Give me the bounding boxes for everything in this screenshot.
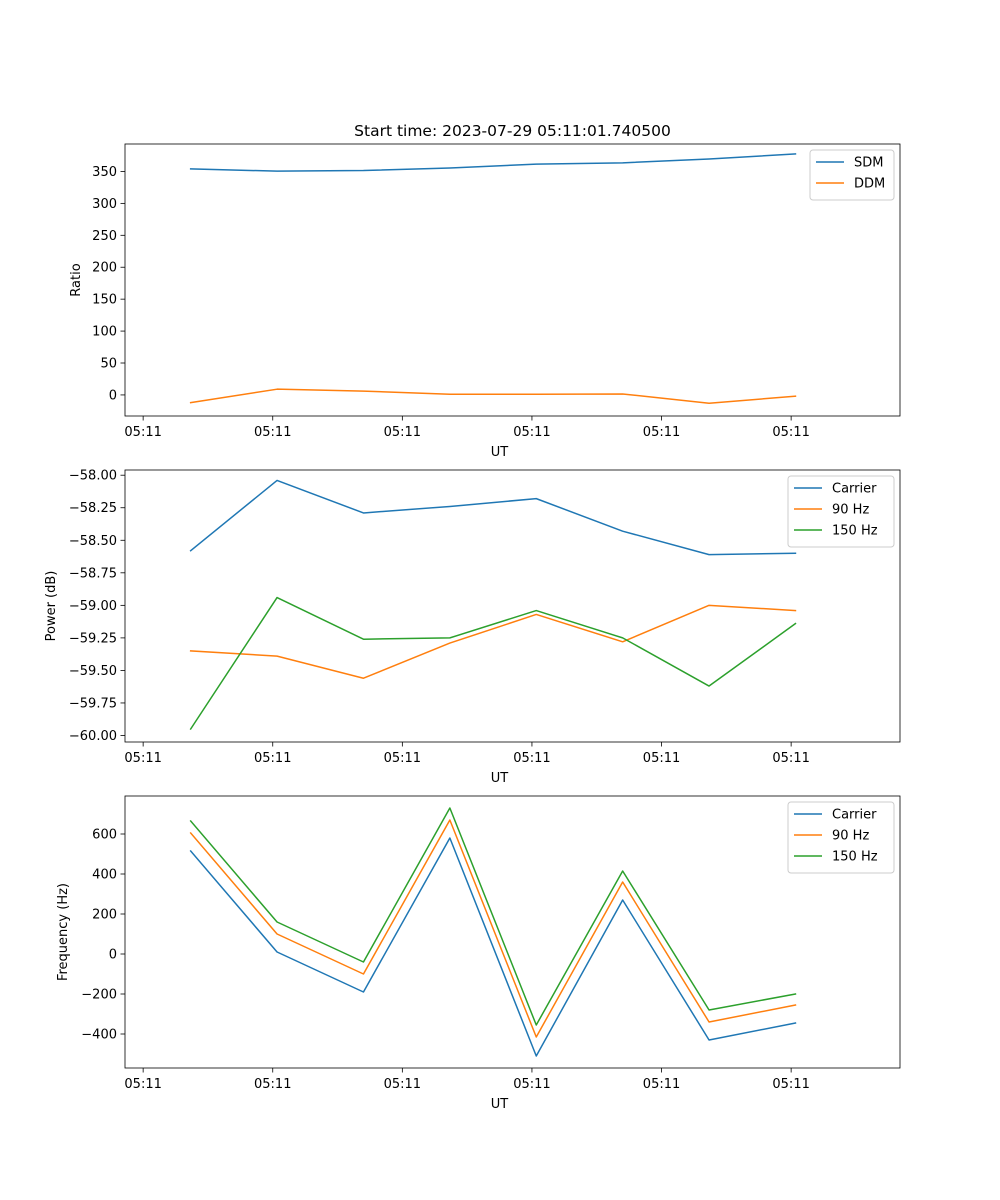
axes-frame — [124, 469, 901, 743]
series-group — [189, 479, 797, 731]
y-axis-label: Ratio — [69, 263, 84, 296]
y-tick-label: 150 — [92, 293, 117, 308]
y-tick-label: −58.75 — [69, 566, 117, 581]
x-tick-label: 05:11 — [772, 425, 809, 440]
legend-entry: DDM — [854, 177, 885, 192]
series-line-90-hz — [189, 819, 797, 1038]
legend-entry: 90 Hz — [832, 503, 869, 518]
x-tick-label: 05:11 — [772, 1077, 809, 1092]
series-line-ddm — [189, 388, 797, 404]
y-tick-label: −59.00 — [69, 599, 117, 614]
x-tick-label: 05:11 — [384, 751, 421, 766]
axes-frame — [124, 143, 901, 417]
chart-panel-1: 05:11 05:11 05:11 05:11 05:11 05:11 0 50 100 150 2… — [69, 143, 901, 460]
series-line-150-hz — [189, 596, 797, 731]
y-tick-label: −400 — [81, 1028, 117, 1043]
x-tick-label: 05:11 — [513, 1077, 550, 1092]
x-tick-label: 05:11 — [643, 751, 680, 766]
y-tick-label: −59.75 — [69, 696, 117, 711]
x-tick-label: 05:11 — [124, 425, 161, 440]
legend-entry: Carrier — [832, 808, 877, 823]
x-tick-label: 05:11 — [254, 425, 291, 440]
x-axis-label: UT — [491, 1097, 509, 1112]
y-tick-label: 250 — [92, 229, 117, 244]
y-tick-label: −58.25 — [69, 501, 117, 516]
legend-entry: Carrier — [832, 482, 877, 497]
x-tick-label: 05:11 — [513, 751, 550, 766]
chart-panel-2: 05:11 05:11 05:11 05:11 05:11 05:11 −60.00 −59.… — [44, 469, 901, 786]
y-tick-label: −60.00 — [69, 729, 117, 744]
legend-entry: 150 Hz — [832, 524, 878, 539]
x-tick-label: 05:11 — [384, 425, 421, 440]
x-tick-label: 05:11 — [772, 751, 809, 766]
y-tick-label: −200 — [81, 988, 117, 1003]
y-tick-label: −59.50 — [69, 664, 117, 679]
x-tick-label: 05:11 — [254, 1077, 291, 1092]
y-tick-label: −58.00 — [69, 469, 117, 484]
legend-entry: 90 Hz — [832, 829, 869, 844]
series-line-sdm — [189, 153, 797, 172]
series-line-150-hz — [189, 807, 797, 1026]
y-tick-label: −59.25 — [69, 631, 117, 646]
y-tick-label: 200 — [92, 908, 117, 923]
x-tick-label: 05:11 — [124, 1077, 161, 1092]
series-group — [189, 153, 797, 404]
y-tick-label: 350 — [92, 165, 117, 180]
y-tick-label: 400 — [92, 868, 117, 883]
y-tick-label: 200 — [92, 261, 117, 276]
series-group — [189, 807, 797, 1057]
x-tick-label: 05:11 — [643, 425, 680, 440]
y-tick-label: 600 — [92, 828, 117, 843]
y-tick-label: 300 — [92, 197, 117, 212]
series-line-90-hz — [189, 604, 797, 679]
x-axis-label: UT — [491, 771, 509, 786]
chart-panel-3: 05:11 05:11 05:11 05:11 05:11 05:11 −400 −200 0 2… — [56, 795, 901, 1112]
x-tick-label: 05:11 — [513, 425, 550, 440]
y-axis-label: Frequency (Hz) — [56, 883, 71, 981]
x-tick-label: 05:11 — [384, 1077, 421, 1092]
figure-title: Start time: 2023-07-29 05:11:01.740500 — [354, 122, 671, 140]
y-axis-label: Power (dB) — [44, 571, 59, 642]
legend: Carrier 90 Hz 150 Hz — [787, 801, 895, 874]
y-tick-label: 0 — [109, 388, 117, 403]
legend: SDM DDM — [809, 149, 895, 201]
y-tick-label: 0 — [109, 948, 117, 963]
series-line-carrier — [189, 837, 797, 1057]
x-tick-label: 05:11 — [254, 751, 291, 766]
legend: Carrier 90 Hz 150 Hz — [787, 475, 895, 548]
series-line-carrier — [189, 479, 797, 556]
y-tick-label: 50 — [100, 357, 117, 372]
legend-entry: 150 Hz — [832, 850, 878, 865]
y-tick-label: −58.50 — [69, 534, 117, 549]
x-axis-label: UT — [491, 445, 509, 460]
x-tick-label: 05:11 — [124, 751, 161, 766]
legend-entry: SDM — [854, 156, 883, 171]
x-tick-label: 05:11 — [643, 1077, 680, 1092]
y-tick-label: 100 — [92, 325, 117, 340]
axes-frame — [124, 795, 901, 1069]
